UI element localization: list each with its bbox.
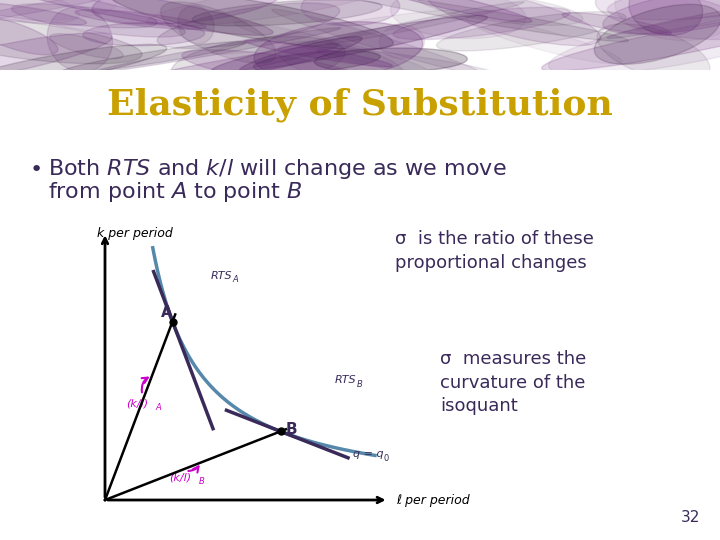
Ellipse shape <box>603 0 720 34</box>
Text: σ  is the ratio of these
proportional changes: σ is the ratio of these proportional cha… <box>395 230 594 272</box>
Ellipse shape <box>418 0 583 25</box>
Ellipse shape <box>182 50 361 85</box>
Ellipse shape <box>0 0 273 35</box>
Ellipse shape <box>0 44 167 89</box>
Text: ℓ per period: ℓ per period <box>397 494 470 507</box>
Ellipse shape <box>50 33 123 59</box>
Ellipse shape <box>597 24 710 82</box>
Text: A: A <box>233 275 238 284</box>
Ellipse shape <box>272 9 484 75</box>
Ellipse shape <box>314 48 467 72</box>
Ellipse shape <box>466 17 622 64</box>
Ellipse shape <box>607 2 720 38</box>
Text: B: B <box>286 422 297 437</box>
Text: A: A <box>161 305 172 320</box>
Ellipse shape <box>0 16 58 55</box>
Ellipse shape <box>75 10 206 29</box>
Ellipse shape <box>157 3 340 49</box>
Ellipse shape <box>253 51 380 72</box>
Ellipse shape <box>426 0 601 45</box>
Text: RTS: RTS <box>210 271 232 281</box>
Text: σ  measures the
curvature of the
isoquant: σ measures the curvature of the isoquant <box>440 350 586 415</box>
Ellipse shape <box>212 16 487 72</box>
Ellipse shape <box>615 0 720 40</box>
Text: q = q: q = q <box>354 449 384 460</box>
Ellipse shape <box>0 0 156 30</box>
Ellipse shape <box>83 23 204 46</box>
Text: Both $\mathit{RTS}$ and $\mathit{k/l}$ will change as we move: Both $\mathit{RTS}$ and $\mathit{k/l}$ w… <box>48 157 507 181</box>
Ellipse shape <box>0 18 142 64</box>
Ellipse shape <box>234 22 427 72</box>
Text: •: • <box>30 160 43 180</box>
Ellipse shape <box>317 49 502 79</box>
Ellipse shape <box>549 12 720 75</box>
Text: 32: 32 <box>680 510 700 525</box>
Ellipse shape <box>92 28 341 73</box>
Ellipse shape <box>92 0 284 24</box>
Ellipse shape <box>339 0 629 42</box>
Text: from point $\mathit{A}$ to point $\mathit{B}$: from point $\mathit{A}$ to point $\mathi… <box>48 180 302 204</box>
Ellipse shape <box>161 2 276 63</box>
Ellipse shape <box>0 1 86 25</box>
Ellipse shape <box>629 0 703 35</box>
Ellipse shape <box>608 0 720 20</box>
Ellipse shape <box>211 10 459 55</box>
Text: B: B <box>356 380 362 389</box>
Text: Elasticity of Substitution: Elasticity of Substitution <box>107 88 613 123</box>
Ellipse shape <box>0 0 117 21</box>
Ellipse shape <box>0 0 79 24</box>
Ellipse shape <box>562 12 671 36</box>
Text: RTS: RTS <box>335 375 356 386</box>
Text: (k/l): (k/l) <box>126 398 148 408</box>
Text: A: A <box>156 403 161 411</box>
Text: (k/l): (k/l) <box>169 472 192 482</box>
Ellipse shape <box>379 25 425 59</box>
Ellipse shape <box>12 4 185 37</box>
Ellipse shape <box>327 2 524 44</box>
Ellipse shape <box>354 0 532 23</box>
Ellipse shape <box>48 7 112 72</box>
Ellipse shape <box>84 44 338 94</box>
Ellipse shape <box>541 14 720 71</box>
Ellipse shape <box>192 0 382 26</box>
Ellipse shape <box>171 36 345 87</box>
Ellipse shape <box>60 42 246 73</box>
Text: k per period: k per period <box>97 227 173 240</box>
Ellipse shape <box>390 0 526 38</box>
Ellipse shape <box>278 42 405 85</box>
Ellipse shape <box>0 0 157 28</box>
Text: B: B <box>199 477 204 485</box>
Ellipse shape <box>109 0 393 50</box>
Text: 0: 0 <box>383 454 389 463</box>
Ellipse shape <box>245 40 392 67</box>
Ellipse shape <box>239 37 362 73</box>
Ellipse shape <box>0 33 112 85</box>
Ellipse shape <box>595 0 720 39</box>
Ellipse shape <box>436 12 626 51</box>
Ellipse shape <box>146 0 393 26</box>
Ellipse shape <box>254 22 423 79</box>
Ellipse shape <box>393 8 570 39</box>
Ellipse shape <box>301 0 400 26</box>
Ellipse shape <box>178 5 214 44</box>
Ellipse shape <box>594 4 720 64</box>
